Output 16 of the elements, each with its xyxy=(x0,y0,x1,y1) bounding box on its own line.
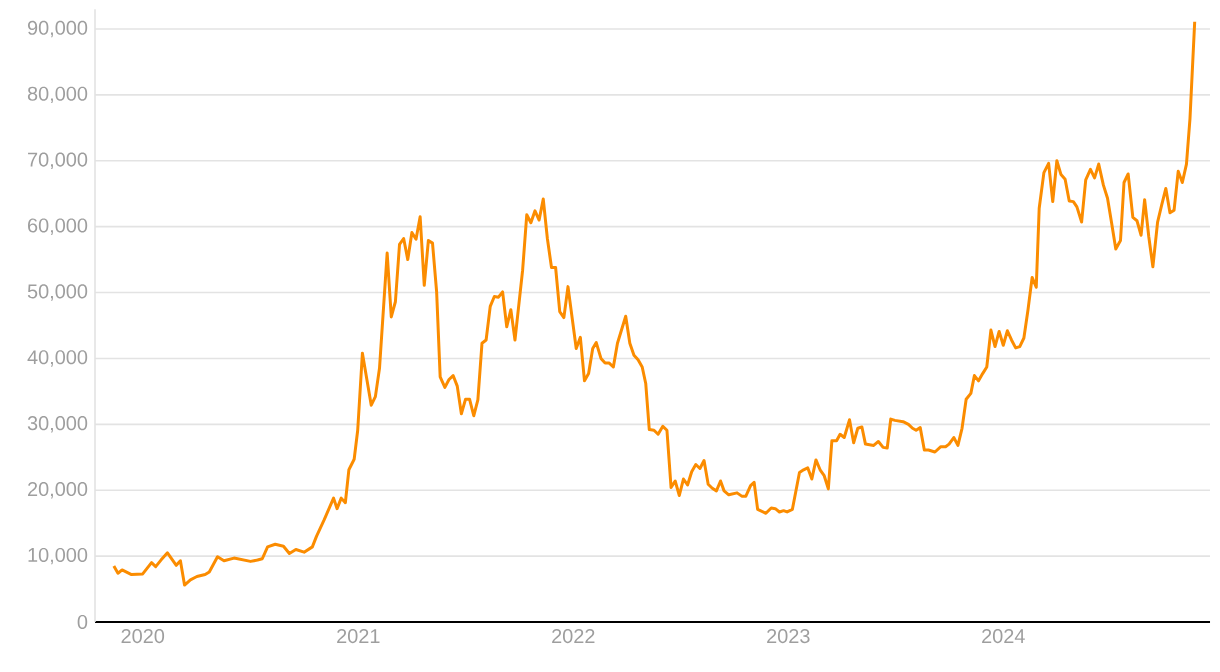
y-tick-label: 80,000 xyxy=(27,86,88,104)
x-tick-label: 2024 xyxy=(982,629,1025,644)
x-tick-label: 2022 xyxy=(552,629,595,644)
y-tick-label: 90,000 xyxy=(27,20,88,38)
y-tick-label: 0 xyxy=(77,614,88,630)
x-tick-label: 2021 xyxy=(337,629,380,644)
y-tick-label: 10,000 xyxy=(28,547,88,565)
y-tick-label: 30,000 xyxy=(27,416,88,433)
y-tick-label: 70,000 xyxy=(28,152,88,169)
y-tick-label: 60,000 xyxy=(28,218,88,235)
line-series xyxy=(112,20,1197,587)
y-tick-label: 40,000 xyxy=(27,350,88,367)
x-tick-label: 2020 xyxy=(121,629,165,644)
y-tick-label: 20,000 xyxy=(28,481,88,499)
y-tick-label: 50,000 xyxy=(27,284,88,301)
x-tick-label: 2023 xyxy=(767,629,810,644)
